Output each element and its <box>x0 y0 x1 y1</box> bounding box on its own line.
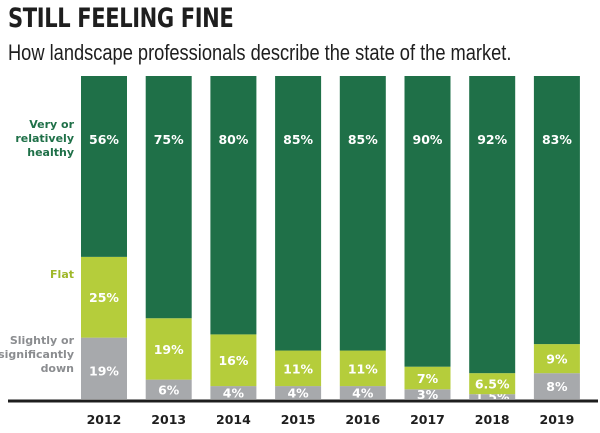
data-label-flat-2019: 9% <box>546 352 568 367</box>
x-axis-labels: 2012 2013 2014 2015 2016 2017 2018 2019 <box>87 412 575 427</box>
data-label-healthy-2014: 80% <box>218 132 248 147</box>
data-label-flat-2015: 11% <box>283 361 313 376</box>
category-labels: Very or relatively healthy Flat Slightly or s… <box>0 118 75 375</box>
data-label-healthy-2018: 92% <box>477 132 507 147</box>
series-label-healthy: Very or relatively healthy <box>15 118 74 159</box>
x-tick-label-2013: 2013 <box>151 412 186 427</box>
bar-segment-flat-2019 <box>533 344 580 374</box>
data-label-down-2013: 6% <box>158 382 180 397</box>
data-label-healthy-2017: 90% <box>413 132 443 147</box>
x-tick-label-2015: 2015 <box>281 412 316 427</box>
data-label-flat-2012: 25% <box>89 290 119 305</box>
bar-segment-healthy-2016 <box>339 76 386 351</box>
bar-segment-flat-2016 <box>339 350 386 387</box>
data-label-healthy-2012: 56% <box>89 132 119 147</box>
chart-subtitle: How landscape professionals describe the… <box>8 40 512 65</box>
bars: 19% 25% 56% 6% 19% 75% 4% 16% 80% 4% 11% 85% 4% 11% 85… <box>81 76 580 405</box>
data-label-flat-2018: 6.5% <box>475 377 510 392</box>
data-label-flat-2017: 7% <box>417 371 439 386</box>
bar-segment-down-2014 <box>210 386 257 399</box>
bar-segment-flat-2015 <box>275 350 322 387</box>
bar-segment-healthy-2012 <box>81 76 127 257</box>
bar-segment-flat-2018 <box>469 373 516 395</box>
data-label-healthy-2013: 75% <box>154 132 184 147</box>
x-tick-label-2019: 2019 <box>540 412 575 427</box>
series-label-flat: Flat <box>50 268 74 281</box>
bar-segment-healthy-2014 <box>210 76 257 335</box>
data-label-down-2014: 4% <box>223 386 245 401</box>
bar-segment-healthy-2013 <box>145 76 192 319</box>
bar-segment-flat-2014 <box>210 334 257 387</box>
bar-segment-down-2018 <box>469 394 516 399</box>
bar-segment-healthy-2017 <box>404 76 451 367</box>
bar-segment-down-2013 <box>145 379 192 399</box>
bar-segment-down-2012 <box>81 337 127 399</box>
bar-segment-flat-2012 <box>81 256 127 338</box>
bar-segment-flat-2013 <box>145 318 192 380</box>
bar-segment-down-2019 <box>533 373 580 399</box>
series-label-down: Slightly or significantly down <box>0 334 75 375</box>
bar-segment-healthy-2018 <box>469 76 516 374</box>
bar-segment-down-2017 <box>404 389 451 399</box>
data-label-healthy-2015: 85% <box>283 132 313 147</box>
data-label-flat-2014: 16% <box>218 353 248 368</box>
x-tick-label-2016: 2016 <box>345 412 380 427</box>
chart-title: STILL FEELING FINE <box>8 3 234 34</box>
x-tick-label-2014: 2014 <box>216 412 251 427</box>
data-label-healthy-2016: 85% <box>348 132 378 147</box>
x-tick-label-2018: 2018 <box>475 412 510 427</box>
bar-segment-down-2016 <box>339 386 386 399</box>
data-label-down-2015: 4% <box>287 386 309 401</box>
bar-segment-healthy-2019 <box>533 76 580 345</box>
x-tick-label-2017: 2017 <box>410 412 445 427</box>
data-label-down-2016: 4% <box>352 386 374 401</box>
data-label-flat-2016: 11% <box>348 361 378 376</box>
data-label-healthy-2019: 83% <box>542 132 572 147</box>
x-tick-label-2012: 2012 <box>87 412 122 427</box>
bar-segment-down-2015 <box>275 386 322 399</box>
bar-segment-healthy-2015 <box>275 76 322 351</box>
data-label-down-2012: 19% <box>89 364 119 379</box>
data-label-down-2019: 8% <box>546 379 568 394</box>
data-label-down-2017: 3% <box>417 387 439 402</box>
bar-segment-flat-2017 <box>404 366 451 390</box>
data-label-flat-2013: 19% <box>154 342 184 357</box>
